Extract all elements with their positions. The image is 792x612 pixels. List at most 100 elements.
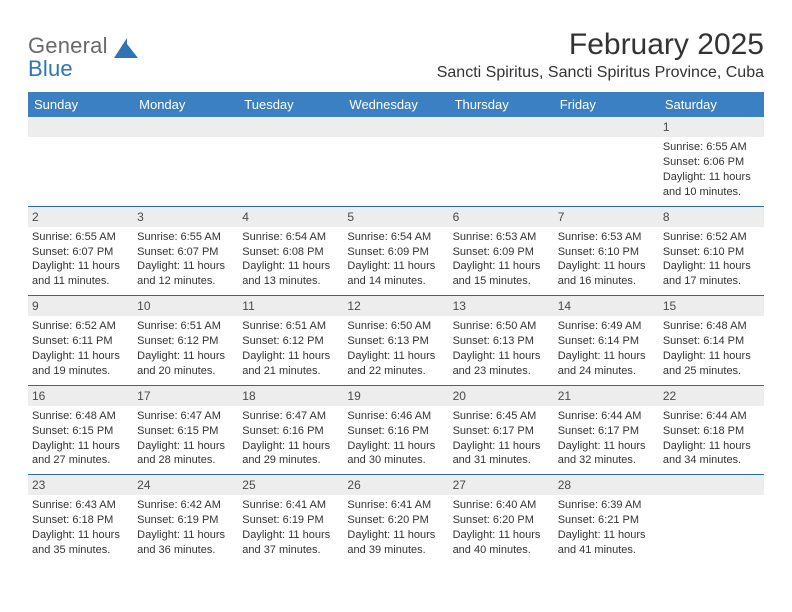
sunset-text: Sunset: 6:10 PM (663, 245, 760, 260)
sunrise-text: Sunrise: 6:53 AM (453, 230, 550, 245)
calendar-week: 23Sunrise: 6:43 AMSunset: 6:18 PMDayligh… (28, 475, 764, 564)
dow-wed: Wednesday (343, 92, 448, 117)
header: General Blue February 2025 Sancti Spirit… (28, 28, 764, 82)
brand-logo: General Blue (28, 28, 140, 80)
sunset-text: Sunset: 6:17 PM (558, 424, 655, 439)
sunset-text: Sunset: 6:07 PM (137, 245, 234, 260)
daylight-text: Daylight: 11 hours and 19 minutes. (32, 349, 129, 379)
title-block: February 2025 Sancti Spiritus, Sancti Sp… (437, 28, 764, 82)
calendar-cell (343, 117, 448, 206)
calendar-week: 2Sunrise: 6:55 AMSunset: 6:07 PMDaylight… (28, 207, 764, 297)
dow-sun: Sunday (28, 92, 133, 117)
calendar-cell: 1Sunrise: 6:55 AMSunset: 6:06 PMDaylight… (659, 117, 764, 206)
calendar-cell: 13Sunrise: 6:50 AMSunset: 6:13 PMDayligh… (449, 296, 554, 385)
calendar-cell: 16Sunrise: 6:48 AMSunset: 6:15 PMDayligh… (28, 386, 133, 475)
daylight-text: Daylight: 11 hours and 20 minutes. (137, 349, 234, 379)
brand-triangle-icon (114, 38, 140, 58)
sunset-text: Sunset: 6:18 PM (32, 513, 129, 528)
daylight-text: Daylight: 11 hours and 27 minutes. (32, 439, 129, 469)
day-number: 3 (133, 207, 238, 227)
day-number: 23 (28, 475, 133, 495)
sunset-text: Sunset: 6:20 PM (453, 513, 550, 528)
daylight-text: Daylight: 11 hours and 37 minutes. (242, 528, 339, 558)
day-number: 25 (238, 475, 343, 495)
dow-fri: Friday (554, 92, 659, 117)
calendar-cell: 14Sunrise: 6:49 AMSunset: 6:14 PMDayligh… (554, 296, 659, 385)
daylight-text: Daylight: 11 hours and 23 minutes. (453, 349, 550, 379)
calendar-cell (659, 475, 764, 564)
dow-thu: Thursday (449, 92, 554, 117)
sunrise-text: Sunrise: 6:45 AM (453, 409, 550, 424)
page-subtitle: Sancti Spiritus, Sancti Spiritus Provinc… (437, 64, 764, 82)
sunset-text: Sunset: 6:12 PM (242, 334, 339, 349)
daylight-text: Daylight: 11 hours and 15 minutes. (453, 259, 550, 289)
calendar-cell (554, 117, 659, 206)
calendar-cell (238, 117, 343, 206)
daylight-text: Daylight: 11 hours and 40 minutes. (453, 528, 550, 558)
calendar-cell: 28Sunrise: 6:39 AMSunset: 6:21 PMDayligh… (554, 475, 659, 564)
sunrise-text: Sunrise: 6:50 AM (347, 319, 444, 334)
brand-line2: Blue (28, 56, 73, 81)
sunrise-text: Sunrise: 6:41 AM (347, 498, 444, 513)
sunset-text: Sunset: 6:07 PM (32, 245, 129, 260)
calendar-week: 9Sunrise: 6:52 AMSunset: 6:11 PMDaylight… (28, 296, 764, 386)
sunrise-text: Sunrise: 6:55 AM (663, 140, 760, 155)
daylight-text: Daylight: 11 hours and 35 minutes. (32, 528, 129, 558)
calendar-cell (449, 117, 554, 206)
sunrise-text: Sunrise: 6:53 AM (558, 230, 655, 245)
sunset-text: Sunset: 6:15 PM (137, 424, 234, 439)
calendar-cell: 10Sunrise: 6:51 AMSunset: 6:12 PMDayligh… (133, 296, 238, 385)
calendar-cell: 15Sunrise: 6:48 AMSunset: 6:14 PMDayligh… (659, 296, 764, 385)
sunrise-text: Sunrise: 6:47 AM (137, 409, 234, 424)
sunrise-text: Sunrise: 6:40 AM (453, 498, 550, 513)
sunrise-text: Sunrise: 6:51 AM (137, 319, 234, 334)
day-number: 21 (554, 386, 659, 406)
calendar-cell: 21Sunrise: 6:44 AMSunset: 6:17 PMDayligh… (554, 386, 659, 475)
day-of-week-header: Sunday Monday Tuesday Wednesday Thursday… (28, 92, 764, 117)
sunrise-text: Sunrise: 6:54 AM (242, 230, 339, 245)
daylight-text: Daylight: 11 hours and 31 minutes. (453, 439, 550, 469)
calendar-week: 1Sunrise: 6:55 AMSunset: 6:06 PMDaylight… (28, 117, 764, 207)
day-number: 1 (659, 117, 764, 137)
calendar-page: General Blue February 2025 Sancti Spirit… (0, 0, 792, 564)
calendar-cell: 3Sunrise: 6:55 AMSunset: 6:07 PMDaylight… (133, 207, 238, 296)
sunset-text: Sunset: 6:15 PM (32, 424, 129, 439)
daylight-text: Daylight: 11 hours and 21 minutes. (242, 349, 339, 379)
day-number: 22 (659, 386, 764, 406)
sunrise-text: Sunrise: 6:41 AM (242, 498, 339, 513)
sunrise-text: Sunrise: 6:47 AM (242, 409, 339, 424)
calendar-grid: 1 Sunrise: 6:55 AMSunset: 6:06 PM Daylight… (28, 117, 764, 564)
daylight-text: Daylight: 11 hours and 39 minutes. (347, 528, 444, 558)
sunset-text: Sunset: 6:16 PM (347, 424, 444, 439)
dow-sat: Saturday (659, 92, 764, 117)
day-number: 13 (449, 296, 554, 316)
day-number: 9 (28, 296, 133, 316)
sunset-text: Sunset: 6:06 PM (663, 155, 760, 170)
sunrise-text: Sunrise: 6:52 AM (32, 319, 129, 334)
dow-tue: Tuesday (238, 92, 343, 117)
sunset-text: Sunset: 6:18 PM (663, 424, 760, 439)
sunset-text: Sunset: 6:17 PM (453, 424, 550, 439)
sunset-text: Sunset: 6:11 PM (32, 334, 129, 349)
day-number: 14 (554, 296, 659, 316)
day-number: 8 (659, 207, 764, 227)
day-number: 15 (659, 296, 764, 316)
day-number: 4 (238, 207, 343, 227)
calendar-cell: 12Sunrise: 6:50 AMSunset: 6:13 PMDayligh… (343, 296, 448, 385)
sunrise-text: Sunrise: 6:43 AM (32, 498, 129, 513)
calendar-cell: 9 Sunrise: 6:52 AMSunset: 6:11 PMDaylight… (28, 296, 133, 385)
sunset-text: Sunset: 6:14 PM (663, 334, 760, 349)
sunset-text: Sunset: 6:09 PM (347, 245, 444, 260)
day-number: 20 (449, 386, 554, 406)
calendar-cell: 8Sunrise: 6:52 AMSunset: 6:10 PMDaylight… (659, 207, 764, 296)
calendar-cell: 18Sunrise: 6:47 AMSunset: 6:16 PMDayligh… (238, 386, 343, 475)
daylight-text: Daylight: 11 hours and 13 minutes. (242, 259, 339, 289)
day-number: 7 (554, 207, 659, 227)
daylight-text: Daylight: 11 hours and 12 minutes. (137, 259, 234, 289)
day-number: 12 (343, 296, 448, 316)
calendar-cell: 24Sunrise: 6:42 AMSunset: 6:19 PMDayligh… (133, 475, 238, 564)
day-number: 28 (554, 475, 659, 495)
sunrise-text: Sunrise: 6:54 AM (347, 230, 444, 245)
sunrise-text: Sunrise: 6:50 AM (453, 319, 550, 334)
sunrise-text: Sunrise: 6:48 AM (32, 409, 129, 424)
